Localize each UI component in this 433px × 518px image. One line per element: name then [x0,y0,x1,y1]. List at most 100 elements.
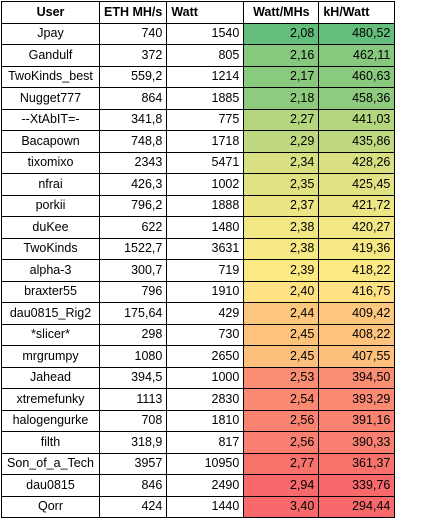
header-kh-per-watt: kH/Watt [318,1,396,24]
cell-watt-per-mhs: 2,39 [243,259,320,282]
cell-watt-per-mhs: 2,53 [243,366,320,389]
cell-watt: 1910 [166,280,245,303]
cell-user: dau0815_Rig2 [1,302,100,325]
cell-watt: 1214 [166,65,245,88]
cell-kh-per-watt: 394,50 [318,366,396,389]
cell-user: *slicer* [1,323,100,346]
cell-eth-mhs: 372 [98,44,168,67]
cell-eth-mhs: 622 [98,216,168,239]
table-row: Bacapown 748,8 1718 2,29 435,86 [1,130,396,153]
cell-eth-mhs: 341,8 [98,108,168,131]
table-row: Nugget777 864 1885 2,18 458,36 [1,87,396,110]
table-row: TwoKinds 1522,7 3631 2,38 419,36 [1,237,396,260]
cell-kh-per-watt: 421,72 [318,194,396,217]
table-row: Gandulf 372 805 2,16 462,11 [1,44,396,67]
cell-user: mrgrumpy [1,345,100,368]
cell-watt: 2490 [166,474,245,497]
cell-user: xtremefunky [1,388,100,411]
table-row: tixomixo 2343 5471 2,34 428,26 [1,151,396,174]
cell-kh-per-watt: 480,52 [318,22,396,45]
cell-watt: 5471 [166,151,245,174]
table-row: --XtAbIT=- 341,8 775 2,27 441,03 [1,108,396,131]
cell-eth-mhs: 424 [98,495,168,518]
cell-watt: 805 [166,44,245,67]
cell-kh-per-watt: 419,36 [318,237,396,260]
cell-kh-per-watt: 339,76 [318,474,396,497]
cell-eth-mhs: 846 [98,474,168,497]
cell-eth-mhs: 708 [98,409,168,432]
cell-user: --XtAbIT=- [1,108,100,131]
cell-eth-mhs: 748,8 [98,130,168,153]
cell-eth-mhs: 559,2 [98,65,168,88]
cell-watt: 3631 [166,237,245,260]
table-row: *slicer* 298 730 2,45 408,22 [1,323,396,346]
cell-user: dau0815 [1,474,100,497]
cell-kh-per-watt: 390,33 [318,431,396,454]
cell-watt: 1885 [166,87,245,110]
cell-user: TwoKinds_best [1,65,100,88]
cell-watt-per-mhs: 2,16 [243,44,320,67]
cell-eth-mhs: 426,3 [98,173,168,196]
cell-watt-per-mhs: 2,08 [243,22,320,45]
cell-user: Son_of_a_Tech [1,452,100,475]
table-row: dau0815_Rig2 175,64 429 2,44 409,42 [1,302,396,325]
data-table: User ETH MH/s Watt Watt/MHs kH/Watt Jpay… [1,1,396,518]
cell-watt: 10950 [166,452,245,475]
cell-kh-per-watt: 393,29 [318,388,396,411]
cell-watt: 775 [166,108,245,131]
table-row: xtremefunky 1113 2830 2,54 393,29 [1,388,396,411]
cell-eth-mhs: 175,64 [98,302,168,325]
cell-eth-mhs: 864 [98,87,168,110]
table-row: filth 318,9 817 2,56 390,33 [1,431,396,454]
table-row: TwoKinds_best 559,2 1214 2,17 460,63 [1,65,396,88]
cell-kh-per-watt: 418,22 [318,259,396,282]
cell-watt: 1540 [166,22,245,45]
cell-watt-per-mhs: 2,27 [243,108,320,131]
cell-watt-per-mhs: 2,56 [243,431,320,454]
cell-watt: 2650 [166,345,245,368]
cell-eth-mhs: 300,7 [98,259,168,282]
cell-kh-per-watt: 408,22 [318,323,396,346]
cell-watt-per-mhs: 2,56 [243,409,320,432]
cell-eth-mhs: 796,2 [98,194,168,217]
cell-watt-per-mhs: 2,29 [243,130,320,153]
cell-user: Jahead [1,366,100,389]
cell-user: TwoKinds [1,237,100,260]
cell-kh-per-watt: 409,42 [318,302,396,325]
cell-user: porkii [1,194,100,217]
cell-eth-mhs: 298 [98,323,168,346]
cell-eth-mhs: 2343 [98,151,168,174]
cell-watt: 730 [166,323,245,346]
cell-watt-per-mhs: 2,18 [243,87,320,110]
cell-eth-mhs: 394,5 [98,366,168,389]
cell-eth-mhs: 1113 [98,388,168,411]
table-row: mrgrumpy 1080 2650 2,45 407,55 [1,345,396,368]
cell-watt-per-mhs: 2,40 [243,280,320,303]
cell-watt: 719 [166,259,245,282]
cell-eth-mhs: 318,9 [98,431,168,454]
cell-kh-per-watt: 407,55 [318,345,396,368]
table-row: Jpay 740 1540 2,08 480,52 [1,22,396,45]
cell-user: Qorr [1,495,100,518]
cell-watt-per-mhs: 2,38 [243,216,320,239]
table-row: braxter55 796 1910 2,40 416,75 [1,280,396,303]
header-user: User [1,1,100,24]
table-row: dau0815 846 2490 2,94 339,76 [1,474,396,497]
cell-user: Gandulf [1,44,100,67]
cell-watt-per-mhs: 2,45 [243,323,320,346]
cell-eth-mhs: 740 [98,22,168,45]
cell-watt-per-mhs: 2,94 [243,474,320,497]
cell-kh-per-watt: 416,75 [318,280,396,303]
cell-kh-per-watt: 294,44 [318,495,396,518]
cell-watt-per-mhs: 2,38 [243,237,320,260]
cell-watt: 1888 [166,194,245,217]
cell-eth-mhs: 1080 [98,345,168,368]
table-row: alpha-3 300,7 719 2,39 418,22 [1,259,396,282]
table-row: porkii 796,2 1888 2,37 421,72 [1,194,396,217]
cell-kh-per-watt: 458,36 [318,87,396,110]
header-watt-per-mhs: Watt/MHs [243,1,320,24]
cell-user: Nugget777 [1,87,100,110]
table-body: Jpay 740 1540 2,08 480,52 Gandulf 372 805 2,16 46… [1,22,396,518]
cell-watt: 2830 [166,388,245,411]
cell-kh-per-watt: 435,86 [318,130,396,153]
